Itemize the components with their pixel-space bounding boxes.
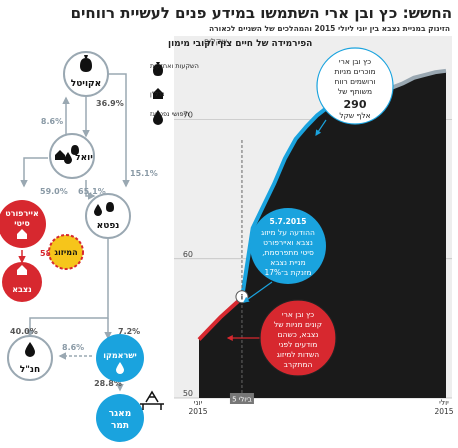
node-isramco: ישראמקו (96, 334, 144, 382)
middle-annotation-arrow (243, 281, 273, 303)
top-annotation-bubble (316, 47, 394, 125)
event-date-box (229, 393, 254, 404)
pre-event-price-line (197, 296, 244, 341)
page-subtitle: הזינוק במניית נצבא בין יוני ליולי 2015 ו… (208, 24, 450, 33)
link-label: 65.1% (78, 187, 106, 196)
node-label: נפטא (97, 221, 120, 231)
gas-rig-icon (140, 390, 164, 410)
middle-annotation-line: סיטי מתפרסמת, (262, 248, 314, 257)
middle-annotation-line: נצבא ואיירפורט (263, 238, 313, 247)
y-tick-label: 50 (183, 389, 193, 398)
oil-drop-icon (64, 152, 72, 164)
page-title: החשש: כץ ובן ארי השתמשו במידע פנים לעשיי… (70, 4, 452, 22)
link-label: 7.2% (118, 327, 140, 336)
node-label: יואל (75, 153, 93, 163)
node-label: אקויטל (71, 79, 101, 89)
top-annotation-line: אלף שקל (339, 111, 370, 120)
legend-label: נדל"ן (150, 90, 165, 98)
link-label: 36.9% (96, 99, 124, 108)
bottom-annotation-line: כץ ובן ארי (282, 310, 314, 319)
unit-label: שקלים (204, 37, 227, 46)
node-label: סיטי (14, 219, 30, 228)
pyramid-heading: הפירמידה של חיים צוף וקובי מימון (168, 39, 312, 49)
legend-item: השקעות ואחזקות (150, 62, 199, 76)
house-icon (17, 265, 27, 275)
link-label: 28.8% (94, 379, 122, 388)
link-label: 40.0% (10, 327, 38, 336)
x-end-label-month: יולי (439, 398, 449, 407)
node-label: נצבא (12, 285, 32, 294)
middle-annotation-line: מניית נצבא (270, 258, 306, 267)
middle-annotation-line: ההודעה על מיזוג (261, 228, 315, 237)
money-bag-icon (106, 202, 114, 212)
top-annotation-amount: 290 (344, 98, 367, 111)
bottom-annotation-line: השדות למיזוג (277, 350, 320, 359)
middle-annotation-line: מזנקת ב־17% (264, 268, 311, 277)
event-date-label: 5 ביולי (232, 396, 252, 404)
top-annotation-line: כץ ובן ארי (339, 57, 371, 66)
house-icon (153, 88, 163, 99)
oil-drop-icon (94, 204, 102, 216)
x-start-label-month: יוני (194, 398, 203, 407)
node-yoel: יואל (49, 133, 95, 179)
link-akiteel-naftali (108, 73, 130, 188)
oil-drop-icon (25, 342, 35, 357)
node-label: תמר (111, 421, 129, 431)
node-label: איירפורט (5, 209, 39, 218)
ownership-pyramid: הפירמידה של חיים צוף וקובי מימון השקעות … (0, 39, 312, 442)
link-label: 8.6% (41, 117, 63, 126)
y-tick-labels: 50 60 70 (183, 111, 193, 398)
link-yoel-airport (20, 157, 48, 188)
top-annotation-line: משותף של (338, 87, 372, 96)
x-start-label-year: 2015 (188, 407, 207, 416)
bottom-annotation-line: קונים מניות של (274, 320, 322, 329)
house-icon (17, 229, 27, 239)
link-label: 8.6% (62, 343, 84, 352)
x-end-label-year: 2015 (434, 407, 453, 416)
top-annotation-line: ורושמים רווח (335, 77, 376, 86)
legend: השקעות ואחזקות נדל"ן חיפושי נפט וגז (150, 62, 199, 125)
node-label: חנ"ל (20, 365, 40, 375)
link-yoel-naftali (85, 180, 96, 200)
merger-badge: המיזוג (48, 234, 84, 270)
node-tamar: מאגר תמר (96, 390, 164, 442)
link-naftali-hanal (26, 238, 109, 338)
money-bag-icon (71, 145, 79, 155)
bottom-annotation-bubble (259, 299, 337, 377)
y-tick-label: 60 (183, 250, 193, 259)
money-bag-icon (153, 62, 163, 76)
legend-item: נדל"ן (150, 88, 165, 99)
legend-item: חיפושי נפט וגז (150, 110, 189, 125)
node-label: ישראמקו (103, 351, 137, 360)
node-airport-city: איירפורט סיטי (0, 200, 46, 248)
oil-drop-icon (116, 362, 124, 374)
money-bag-icon (80, 55, 92, 72)
oil-drop-icon (153, 110, 163, 125)
node-nitsba: נצבא (2, 262, 42, 302)
middle-annotation-date: 5.7.2015 (269, 217, 306, 226)
info-icon-glyph: i (241, 293, 243, 301)
legend-label: השקעות ואחזקות (150, 62, 199, 70)
bottom-annotation-line: המתקרב (284, 360, 313, 369)
merger-label: המיזוג (54, 248, 77, 257)
stock-chart: שקלים 50 60 70 5 ביולי יוני 2015 יולי 2015… (174, 36, 454, 416)
house-icon (55, 150, 65, 160)
middle-annotation-bubble (250, 208, 326, 284)
node-naftali: נפטא (85, 193, 131, 239)
link-label: 59.0% (40, 187, 68, 196)
bottom-annotation-line: מודעים לפני (279, 340, 318, 349)
node-hanal: חנ"ל (7, 335, 53, 381)
link-label: 15.1% (130, 169, 158, 178)
top-annotation-arrow (315, 119, 327, 136)
y-tick-label: 70 (183, 111, 193, 120)
node-akiteel: אקויטל (63, 51, 109, 97)
node-label: מאגר (109, 409, 132, 419)
legend-label: חיפושי נפט וגז (150, 110, 189, 118)
bottom-annotation-line: נצבא, כשהם (278, 330, 319, 339)
top-annotation-line: מוכרים מניות (334, 67, 375, 76)
